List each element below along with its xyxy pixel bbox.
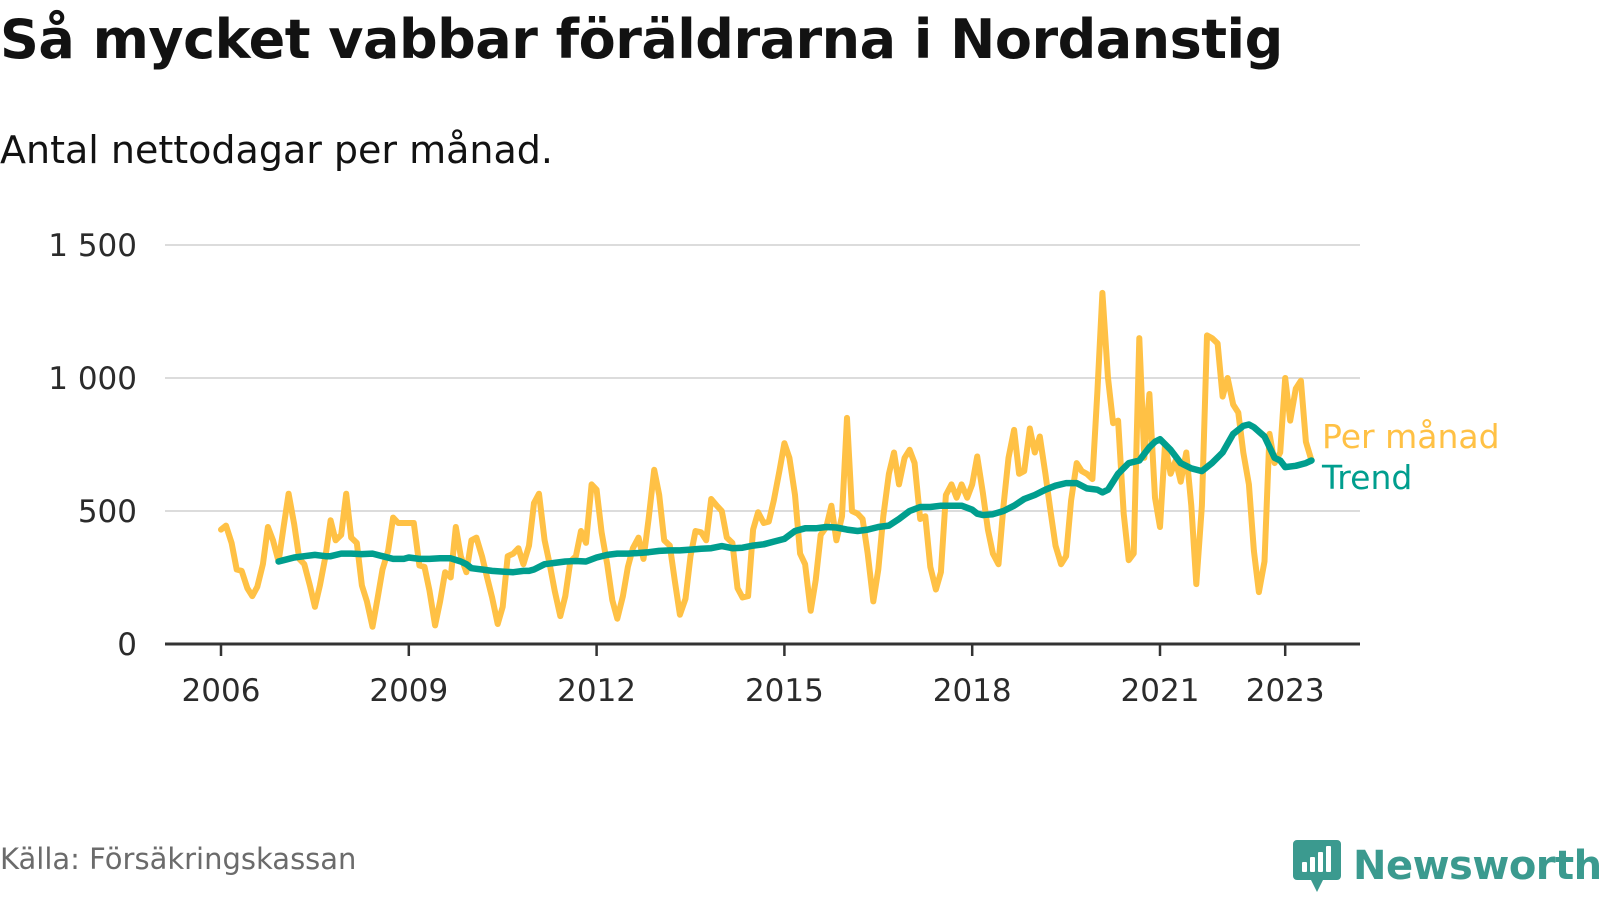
legend-label-trend: Trend <box>1321 458 1412 497</box>
legend-label-per-manad: Per månad <box>1322 417 1500 456</box>
newsworthy-logo-icon <box>1293 840 1341 892</box>
series-lines <box>218 289 1315 630</box>
y-axis-tick-labels: 0 500 1 000 1 500 <box>48 228 137 663</box>
series-line-trend <box>275 421 1315 576</box>
brand-logo: Newsworthy <box>1293 840 1600 892</box>
chart-subtitle: Antal nettodagar per månad. <box>0 128 554 172</box>
x-tick-label: 2006 <box>182 673 261 709</box>
x-tick-label: 2015 <box>745 673 824 709</box>
y-tick-label: 1 000 <box>48 361 137 397</box>
chart-title: Så mycket vabbar föräldrarna i Nordansti… <box>0 8 1283 71</box>
y-tick-label: 1 500 <box>48 228 137 264</box>
x-tick-label: 2009 <box>369 673 448 709</box>
y-tick-label: 0 <box>117 627 137 663</box>
x-axis: 2006 2009 2012 2015 2018 2021 2023 <box>165 642 1360 709</box>
x-tick-label: 2012 <box>557 673 636 709</box>
series-line-per-manad <box>218 289 1315 630</box>
y-tick-label: 500 <box>78 494 137 530</box>
x-tick-label: 2023 <box>1246 673 1325 709</box>
x-tick-label: 2021 <box>1121 673 1200 709</box>
brand-name: Newsworthy <box>1353 843 1600 889</box>
x-tick-label: 2018 <box>933 673 1012 709</box>
source-note: Källa: Försäkringskassan <box>0 842 357 876</box>
